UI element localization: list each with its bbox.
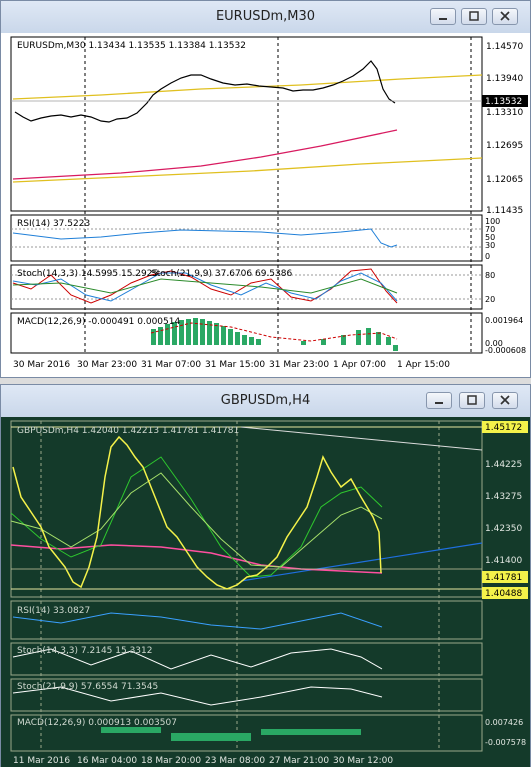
svg-text:30 Mar 23:00: 30 Mar 23:00 [77,360,137,370]
maximize-button-2[interactable] [459,392,485,409]
close-icon [500,395,510,405]
stoch2-label: Stoch(21,9,9) 37.6706 69.5386 [151,269,292,279]
gbp-stoch1-label: Stoch(14,3,3) 7.2145 15.3312 [17,646,152,656]
svg-text:0.001964: 0.001964 [485,316,523,325]
svg-text:1.13940: 1.13940 [486,74,523,84]
svg-text:1.14570: 1.14570 [486,42,523,52]
window-title: EURUSDm,M30 [215,9,316,24]
minimize-icon [435,402,443,404]
svg-text:27 Mar 21:00: 27 Mar 21:00 [269,756,329,766]
maximize-button[interactable] [461,8,487,25]
maximize-icon [467,395,477,405]
svg-text:30 Mar 2016: 30 Mar 2016 [13,360,70,370]
svg-text:1.12065: 1.12065 [486,175,523,185]
macd-label: MACD(12,26,9) -0.000491 0.000514 [17,317,180,327]
eurusd-current-price: 1.13532 [485,97,522,107]
svg-text:1.43275: 1.43275 [485,492,522,502]
svg-text:-0.007578: -0.007578 [485,738,526,747]
gbpusd-time-axis: 11 Mar 2016 16 Mar 04:00 18 Mar 20:00 23… [13,756,393,766]
svg-text:20: 20 [485,295,495,304]
svg-text:16 Mar 04:00: 16 Mar 04:00 [77,756,137,766]
gbpusd-price-axis: 1.44225 1.43275 1.42350 1.41400 [485,460,522,566]
svg-text:80: 80 [485,271,495,280]
svg-text:0.00: 0.00 [485,339,503,348]
gbpusd-chart-header: GBPUSDm,H4 1.42040 1.42213 1.41781 1.417… [17,426,239,436]
gbp-price-high: 1.45172 [485,423,522,433]
close-icon [500,11,510,21]
gbpusd-chart-area[interactable]: GBPUSDm,H4 1.42040 1.42213 1.41781 1.417… [1,417,530,767]
svg-text:1.11435: 1.11435 [486,206,523,216]
eurusd-chart-header: EURUSDm,M30 1.13434 1.13535 1.13384 1.13… [17,41,246,51]
gbp-current-price: 1.41781 [485,573,522,583]
svg-text:31 Mar 15:00: 31 Mar 15:00 [205,360,265,370]
svg-text:18 Mar 20:00: 18 Mar 20:00 [141,756,201,766]
svg-text:30 Mar 12:00: 30 Mar 12:00 [333,756,393,766]
minimize-icon [439,18,447,20]
svg-text:1 Apr 07:00: 1 Apr 07:00 [333,360,386,370]
svg-text:1.41400: 1.41400 [485,556,522,566]
close-button-2[interactable] [492,392,518,409]
svg-text:-0.000608: -0.000608 [485,346,526,355]
svg-text:23 Mar 08:00: 23 Mar 08:00 [205,756,265,766]
gbp-rsi-label: RSI(14) 33.0827 [17,606,90,616]
svg-text:50: 50 [485,233,495,242]
rsi-label: RSI(14) 37.5223 [17,219,90,229]
svg-text:31 Mar 23:00: 31 Mar 23:00 [269,360,329,370]
svg-text:30: 30 [485,241,495,250]
close-button[interactable] [492,8,518,25]
gbpusd-window[interactable]: GBPUSDm,H4 [0,384,531,767]
gbp-price-low: 1.40488 [485,589,522,599]
eurusd-time-axis: 30 Mar 2016 30 Mar 23:00 31 Mar 07:00 31… [13,360,450,370]
svg-text:100: 100 [485,217,500,226]
svg-text:0: 0 [485,252,490,261]
svg-text:1.42350: 1.42350 [485,524,522,534]
minimize-button-2[interactable] [426,392,452,409]
window-title-2: GBPUSDm,H4 [220,393,311,408]
minimize-button[interactable] [430,8,456,25]
svg-text:0.007426: 0.007426 [485,718,523,727]
title-bar[interactable]: EURUSDm,M30 [1,1,530,33]
gbp-stoch2-label: Stoch(21,9,9) 57.6554 71.3545 [17,682,158,692]
eurusd-price-axis: 1.14570 1.13940 1.13310 1.12695 1.12065 … [486,42,523,216]
svg-text:1.12695: 1.12695 [486,141,523,151]
eurusd-chart-area[interactable]: EURUSDm,M30 1.13434 1.13535 1.13384 1.13… [1,33,530,377]
svg-text:70: 70 [485,225,495,234]
stoch1-label: Stoch(14,3,3) 14.5995 15.2925 [17,269,158,279]
title-bar-2[interactable]: GBPUSDm,H4 [1,385,530,417]
svg-text:31 Mar 07:00: 31 Mar 07:00 [141,360,201,370]
svg-text:1.44225: 1.44225 [485,460,522,470]
svg-text:1 Apr 15:00: 1 Apr 15:00 [397,360,450,370]
gbp-macd-label: MACD(12,26,9) 0.000913 0.003507 [17,718,177,728]
svg-text:1.13310: 1.13310 [486,108,523,118]
svg-text:11 Mar 2016: 11 Mar 2016 [13,756,70,766]
eurusd-window[interactable]: EURUSDm,M30 EURUSDm,M30 1. [0,0,531,378]
maximize-icon [469,11,479,21]
